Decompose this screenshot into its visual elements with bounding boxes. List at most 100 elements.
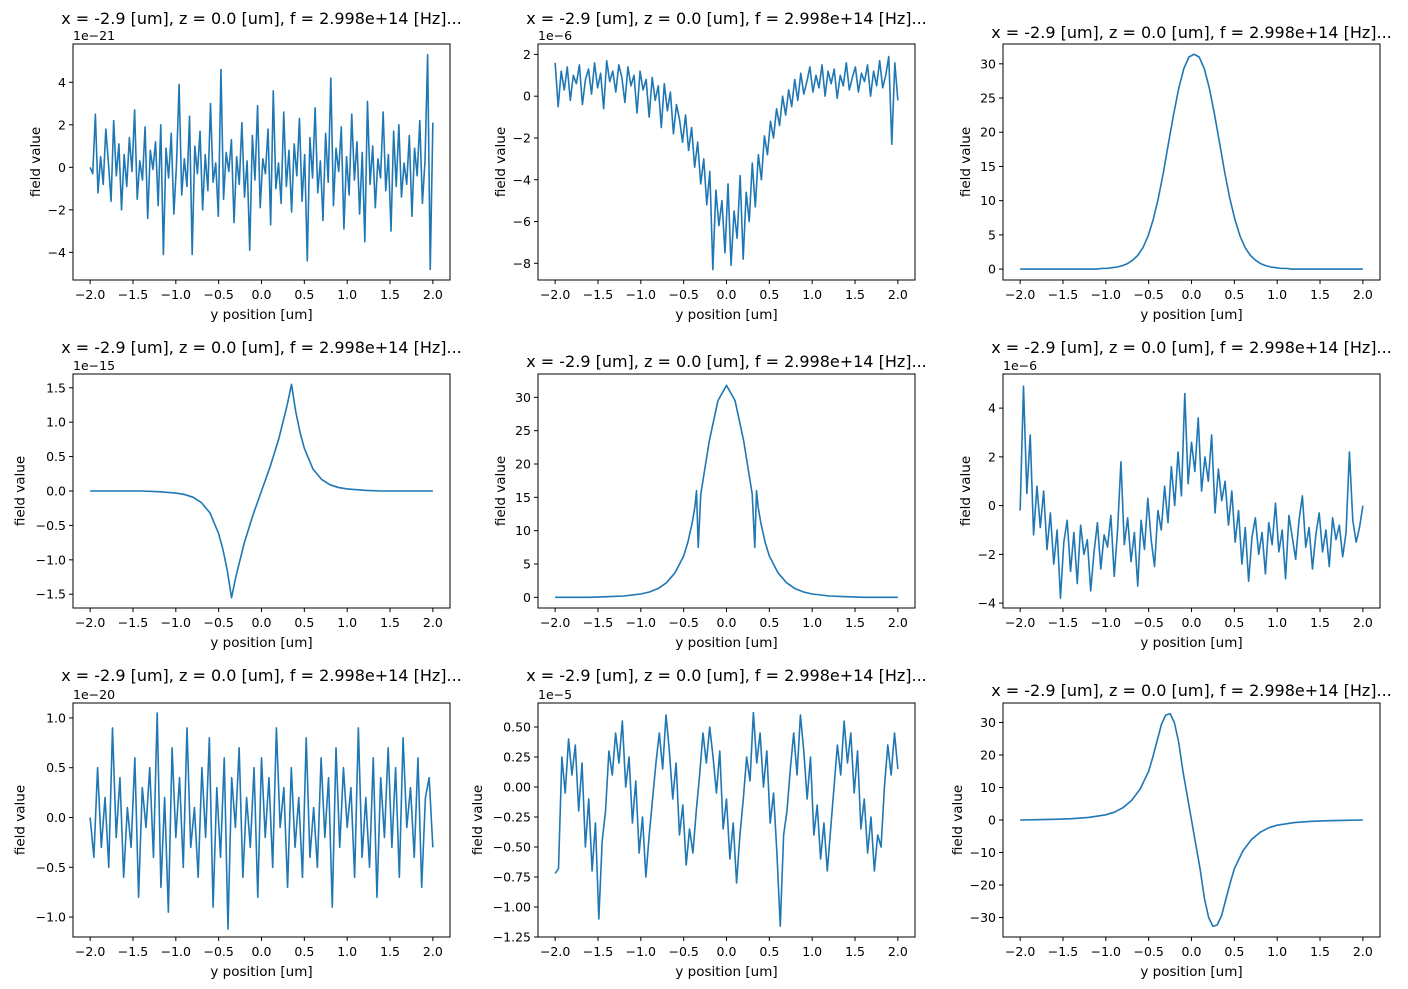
x-tick-label: −0.5 (1133, 287, 1163, 302)
x-tick-label: −1.0 (626, 287, 656, 302)
y-tick-label: 5 (523, 557, 531, 572)
y-tick-label: 30 (515, 390, 531, 405)
y-tick-label: 2 (58, 117, 66, 132)
y-tick-label: −1.0 (36, 910, 66, 925)
y-tick-label: 0.0 (46, 810, 66, 825)
x-tick-label: 1.0 (802, 287, 822, 302)
y-tick-label: 5 (988, 227, 996, 242)
x-tick-label: −1.0 (1091, 287, 1121, 302)
y-tick-label: −6 (513, 214, 531, 229)
chart-panel-9: x = -2.9 [um], z = 0.0 [um], f = 2.998e+… (950, 681, 1392, 980)
series-line (89, 53, 434, 271)
x-tick-label: 1.5 (380, 287, 400, 302)
x-tick-label: 1.0 (337, 287, 357, 302)
x-tick-label: −2.0 (1005, 944, 1035, 959)
x-tick-label: −0.5 (668, 287, 698, 302)
x-tick-label: 1.5 (380, 615, 400, 630)
x-tick-label: 0.0 (717, 287, 737, 302)
series-line (1019, 385, 1364, 600)
y-tick-label: −4 (513, 172, 531, 187)
series-line (555, 384, 898, 599)
x-axis-label: y position [um] (1140, 964, 1242, 980)
x-tick-label: 2.0 (423, 287, 443, 302)
x-tick-label: −1.0 (161, 287, 191, 302)
series-line (1020, 53, 1363, 270)
x-tick-label: 0.5 (294, 287, 314, 302)
x-axis-label: y position [um] (210, 307, 312, 323)
y-tick-label: −0.5 (36, 518, 66, 533)
x-tick-label: 0.5 (759, 944, 779, 959)
x-axis-label: y position [um] (210, 635, 312, 651)
y-offset-label: 1e−20 (73, 687, 115, 702)
x-tick-label: −0.5 (203, 944, 233, 959)
series-line (89, 712, 434, 930)
chart-panel-2: x = -2.9 [um], z = 0.0 [um], f = 2.998e+… (493, 9, 927, 323)
y-tick-label: 1.0 (46, 415, 66, 430)
chart-panel-4: x = -2.9 [um], z = 0.0 [um], f = 2.998e+… (13, 338, 462, 651)
y-tick-label: −1.25 (493, 930, 531, 945)
x-tick-label: −0.5 (203, 287, 233, 302)
x-tick-label: −2.0 (75, 615, 105, 630)
y-axis-label: field value (470, 785, 486, 855)
y-tick-label: 10 (980, 193, 996, 208)
y-tick-label: 0 (523, 89, 531, 104)
y-axis-label: field value (493, 127, 509, 197)
chart-panel-1: x = -2.9 [um], z = 0.0 [um], f = 2.998e+… (28, 9, 462, 323)
y-axis-label: field value (13, 456, 29, 526)
y-tick-label: −30 (970, 910, 996, 925)
x-tick-label: 0.5 (759, 615, 779, 630)
y-tick-label: 0.0 (46, 484, 66, 499)
chart-panel-8: x = -2.9 [um], z = 0.0 [um], f = 2.998e+… (470, 666, 927, 980)
chart-title: x = -2.9 [um], z = 0.0 [um], f = 2.998e+… (991, 338, 1392, 357)
x-tick-label: −0.5 (1133, 944, 1163, 959)
series-line (554, 55, 899, 271)
y-tick-label: 4 (58, 75, 66, 90)
series-line (90, 383, 433, 599)
y-tick-label: −4 (48, 245, 66, 260)
x-tick-label: −2.0 (540, 287, 570, 302)
x-tick-label: 1.5 (845, 287, 865, 302)
x-tick-label: −1.5 (118, 287, 148, 302)
y-tick-label: 15 (980, 159, 996, 174)
x-tick-label: −1.0 (626, 615, 656, 630)
x-axis-label: y position [um] (210, 964, 312, 980)
x-tick-label: 1.0 (1267, 944, 1287, 959)
y-axis-label: field value (950, 785, 966, 855)
x-tick-label: 2.0 (888, 944, 908, 959)
x-tick-label: 0.0 (252, 615, 272, 630)
chart-title: x = -2.9 [um], z = 0.0 [um], f = 2.998e+… (526, 352, 927, 371)
x-tick-label: 0.0 (252, 287, 272, 302)
x-tick-label: 1.0 (802, 944, 822, 959)
x-tick-label: −1.5 (1048, 944, 1078, 959)
chart-panel-7: x = -2.9 [um], z = 0.0 [um], f = 2.998e+… (13, 666, 462, 980)
y-tick-label: 2 (988, 449, 996, 464)
x-tick-label: −0.5 (203, 615, 233, 630)
y-axis-label: field value (13, 785, 29, 855)
y-tick-label: −10 (970, 845, 996, 860)
y-tick-label: −4 (978, 596, 996, 611)
x-tick-label: 0.0 (1182, 944, 1202, 959)
x-tick-label: 0.5 (1224, 287, 1244, 302)
x-tick-label: 2.0 (1353, 615, 1373, 630)
y-tick-label: −20 (970, 878, 996, 893)
y-tick-label: 25 (515, 423, 531, 438)
x-tick-label: 0.0 (1182, 615, 1202, 630)
x-tick-label: −1.0 (1091, 944, 1121, 959)
y-axis-label: field value (28, 127, 44, 197)
x-tick-label: 0.5 (1224, 615, 1244, 630)
x-tick-label: −0.5 (668, 615, 698, 630)
chart-panel-5: x = -2.9 [um], z = 0.0 [um], f = 2.998e+… (493, 352, 927, 651)
y-tick-label: −0.50 (493, 840, 531, 855)
x-tick-label: 1.5 (1310, 615, 1330, 630)
y-tick-label: 0 (523, 590, 531, 605)
x-tick-label: 1.0 (802, 615, 822, 630)
x-tick-label: 2.0 (423, 944, 443, 959)
y-tick-label: −1.0 (36, 552, 66, 567)
x-tick-label: 1.0 (337, 615, 357, 630)
x-axis-label: y position [um] (675, 307, 777, 323)
y-offset-label: 1e−15 (73, 358, 115, 373)
chart-title: x = -2.9 [um], z = 0.0 [um], f = 2.998e+… (526, 666, 927, 685)
y-tick-label: −8 (513, 256, 531, 271)
y-tick-label: −2 (978, 547, 996, 562)
x-axis-label: y position [um] (1140, 635, 1242, 651)
